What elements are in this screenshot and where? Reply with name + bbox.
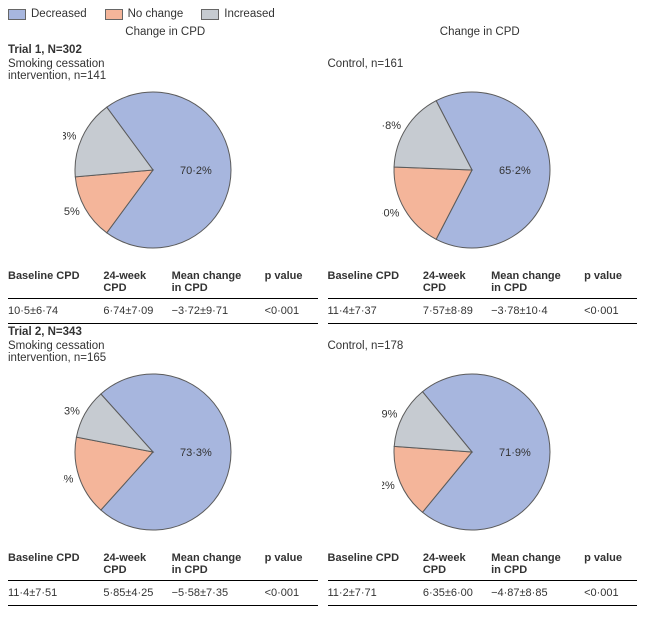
pie-slice-label: 13·5% (63, 206, 80, 218)
legend-item: Increased (201, 8, 275, 20)
legend-swatch (201, 9, 219, 20)
pie-slice-label: 70·2% (180, 165, 212, 177)
pie-slice-label: 73·3% (180, 447, 212, 459)
column-title: Change in CPD (323, 24, 638, 42)
table-header: 24-weekCPD (423, 266, 491, 299)
trial-title: Trial 2, N=343 (8, 326, 637, 338)
table-header: p value (265, 266, 318, 299)
table-row: 10·5±6·746·74±7·09−3·72±9·71<0·001 (8, 299, 318, 324)
arm-label: Control, n=178 (328, 340, 638, 368)
table-header: Baseline CPD (328, 548, 423, 581)
table-cell: 7·57±8·89 (423, 299, 491, 324)
panel: Smoking cessationintervention, n=14170·2… (8, 58, 318, 324)
table-cell: <0·001 (265, 299, 318, 324)
table-header: 24-weekCPD (103, 548, 171, 581)
arm-label: Smoking cessationintervention, n=141 (8, 58, 318, 86)
panel-row: Smoking cessationintervention, n=14170·2… (8, 58, 637, 324)
legend-label: Increased (224, 8, 275, 20)
table-cell: −5·58±7·35 (172, 581, 265, 606)
table-cell: 5·85±4·25 (103, 581, 171, 606)
pie-slice-label: 18·0% (382, 207, 400, 219)
table-header: 24-weekCPD (103, 266, 171, 299)
table-header: p value (584, 548, 637, 581)
table-cell: 10·5±6·74 (8, 299, 103, 324)
pie-chart: 70·2% 13·5% 16·3% (8, 88, 318, 258)
pie-chart: 73·3% 16·4% 10·3% (8, 370, 318, 540)
arm-label: Smoking cessationintervention, n=165 (8, 340, 318, 368)
pie-slice-label: 12·9% (382, 408, 398, 420)
table-cell: <0·001 (584, 299, 637, 324)
stats-table: Baseline CPD24-weekCPDMean changein CPDp… (8, 266, 318, 324)
table-cell: 6·35±6·00 (423, 581, 491, 606)
legend-item: Decreased (8, 8, 87, 20)
table-header: p value (584, 266, 637, 299)
stats-table: Baseline CPD24-weekCPDMean changein CPDp… (8, 548, 318, 606)
table-cell: 6·74±7·09 (103, 299, 171, 324)
column-title: Change in CPD (8, 24, 323, 42)
table-header: 24-weekCPD (423, 548, 491, 581)
legend-label: Decreased (31, 8, 87, 20)
table-header: Baseline CPD (8, 548, 103, 581)
table-header: Baseline CPD (328, 266, 423, 299)
stats-table: Baseline CPD24-weekCPDMean changein CPDp… (328, 266, 638, 324)
pie-chart: 65·2% 18·0% 16·8% (328, 88, 638, 258)
stats-table: Baseline CPD24-weekCPDMean changein CPDp… (328, 548, 638, 606)
panel: Control, n=161 65·2% 18·0% 16·8% Baseline CP… (328, 58, 638, 324)
table-cell: −3·78±10·4 (491, 299, 584, 324)
pie-slice-label: 16·4% (63, 474, 74, 486)
legend-swatch (8, 9, 26, 20)
table-header: Mean changein CPD (491, 266, 584, 299)
table-header: Baseline CPD (8, 266, 103, 299)
legend-label: No change (128, 8, 184, 20)
pie-slice-label: 65·2% (499, 165, 531, 177)
pie-slice-label: 16·3% (63, 130, 77, 142)
arm-label: Control, n=161 (328, 58, 638, 86)
panel-row: Smoking cessationintervention, n=16573·3… (8, 340, 637, 606)
table-row: 11·4±7·377·57±8·89−3·78±10·4<0·001 (328, 299, 638, 324)
column-titles: Change in CPDChange in CPD (8, 24, 637, 42)
table-header: Mean changein CPD (491, 548, 584, 581)
table-cell: 11·2±7·71 (328, 581, 423, 606)
pie-slice-label: 10·3% (63, 406, 80, 418)
table-row: 11·4±7·515·85±4·25−5·58±7·35<0·001 (8, 581, 318, 606)
pie-chart: 71·9% 15·2% 12·9% (328, 370, 638, 540)
table-cell: <0·001 (265, 581, 318, 606)
table-header: p value (265, 548, 318, 581)
table-cell: −3·72±9·71 (172, 299, 265, 324)
table-cell: <0·001 (584, 581, 637, 606)
table-row: 11·2±7·716·35±6·00−4·87±8·85<0·001 (328, 581, 638, 606)
pie-slice-label: 71·9% (499, 447, 531, 459)
trial-title: Trial 1, N=302 (8, 44, 637, 56)
panel: Control, n=178 71·9% 15·2% 12·9% Baseline CP… (328, 340, 638, 606)
pie-slice-label: 16·8% (382, 120, 401, 132)
legend-swatch (105, 9, 123, 20)
legend: Decreased No change Increased (8, 8, 637, 20)
table-cell: −4·87±8·85 (491, 581, 584, 606)
legend-item: No change (105, 8, 184, 20)
table-cell: 11·4±7·51 (8, 581, 103, 606)
table-cell: 11·4±7·37 (328, 299, 423, 324)
pie-slice-label: 15·2% (382, 480, 395, 492)
table-header: Mean changein CPD (172, 266, 265, 299)
panel: Smoking cessationintervention, n=16573·3… (8, 340, 318, 606)
table-header: Mean changein CPD (172, 548, 265, 581)
